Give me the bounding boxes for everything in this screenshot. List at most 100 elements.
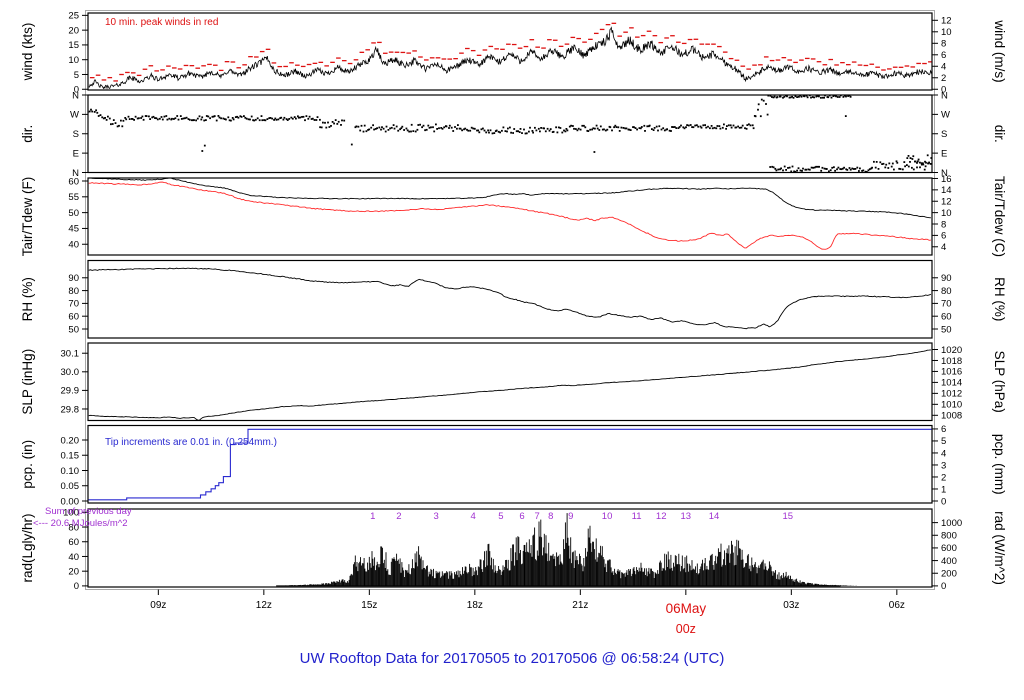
rad-right-tick: 1000 xyxy=(941,518,962,529)
slp-right-tick: 1018 xyxy=(941,356,962,367)
slp-right-tick: 1020 xyxy=(941,345,962,356)
tair-left-tick: 60 xyxy=(68,176,79,187)
dir-right-tick: N xyxy=(941,168,948,179)
pcp-left-tick: 0.05 xyxy=(61,481,80,492)
x-tick-date-label: 06May xyxy=(666,601,707,616)
rh-left-tick: 50 xyxy=(68,324,79,335)
slp-right-tick: 1014 xyxy=(941,378,962,389)
outer-frame xyxy=(85,10,935,590)
x-tick-label: 06z xyxy=(889,600,905,611)
rad-hour-sum-mark: 14 xyxy=(709,511,720,522)
axis-label-rh-left: RH (%) xyxy=(20,277,35,321)
axis-label-dir-right: dir. xyxy=(992,125,1007,143)
rh-left-tick: 80 xyxy=(68,286,79,297)
axis-label-slp-right: SLP (hPa) xyxy=(992,351,1007,413)
axis-label-rh-right: RH (%) xyxy=(992,277,1007,321)
dir-right-tick: W xyxy=(941,110,950,121)
tair-series xyxy=(88,178,931,250)
x-tick-label: 21z xyxy=(572,600,588,611)
axis-label-slp-left: SLP (inHg) xyxy=(20,349,35,415)
rad-hour-sum-mark: 6 xyxy=(519,511,524,522)
rh-series xyxy=(88,267,932,330)
pcp-right-tick: 3 xyxy=(941,460,946,471)
slp-series xyxy=(88,349,931,420)
wind-right-tick: 8 xyxy=(941,39,946,50)
wind-right-tick: 2 xyxy=(941,73,946,84)
slp-right-tick: 1012 xyxy=(941,389,962,400)
rad-right-tick: 400 xyxy=(941,556,957,567)
dir-left-tick: W xyxy=(70,110,79,121)
axis-label-pcp-left: pcp. (in) xyxy=(20,440,35,489)
rh-left-tick: 90 xyxy=(68,273,79,284)
dir-left-tick: N xyxy=(72,168,79,179)
rad-left-tick: 40 xyxy=(68,552,79,563)
pcp-right-tick: 4 xyxy=(941,448,946,459)
rh-right-tick: 70 xyxy=(941,299,952,310)
rad-hour-sum-mark: 5 xyxy=(498,511,503,522)
tair-right-tick: 14 xyxy=(941,185,952,196)
pcp-right-tick: 1 xyxy=(941,484,946,495)
rad-right-tick: 200 xyxy=(941,569,957,580)
pcp-left-tick: 0.15 xyxy=(61,451,80,462)
rh-right-tick: 60 xyxy=(941,311,952,322)
slp-panel: 29.8 29.9 30.0 30.1 100810101012101410161018… xyxy=(61,342,962,422)
x-tick-hour-label: 00z xyxy=(676,622,696,636)
tair-right-tick: 12 xyxy=(941,197,952,208)
x-tick-label: 18z xyxy=(467,600,483,611)
rh-left-tick: 70 xyxy=(68,299,79,310)
rad-left-tick: 80 xyxy=(68,522,79,533)
rad-hour-sum-mark: 11 xyxy=(632,511,642,522)
pcp-series xyxy=(88,428,932,501)
wind-right-tick: 6 xyxy=(941,50,946,61)
rad-right-tick: 0 xyxy=(941,581,946,592)
figure-title: UW Rooftop Data for 20170505 to 20170506… xyxy=(300,650,725,667)
axis-label-wind-left: wind (kts) xyxy=(20,23,35,82)
pcp-right-tick: 6 xyxy=(941,424,946,435)
rh-left-tick: 60 xyxy=(68,311,79,322)
wind-left-tick: 5 xyxy=(74,70,79,81)
rh-right-tick: 80 xyxy=(941,286,952,297)
slp-right-tick: 1008 xyxy=(941,411,962,422)
tair-left-tick: 50 xyxy=(68,208,79,219)
x-tick-label: 03z xyxy=(783,600,799,611)
wind-right-tick: 12 xyxy=(941,16,952,27)
rh-right-tick: 50 xyxy=(941,324,952,335)
wind-left-tick: 25 xyxy=(68,11,79,22)
wind-left-tick: 10 xyxy=(68,55,79,66)
x-tick-label: 09z xyxy=(150,600,166,611)
rad-hour-sum-mark: 15 xyxy=(783,511,794,522)
plot-layer: 0510152025024681012NESWNNESWN40455055604… xyxy=(61,10,962,636)
pcp-right-tick: 2 xyxy=(941,472,946,483)
axis-label-rad-right: rad (W/m^2) xyxy=(992,511,1007,585)
slp-right-tick: 1010 xyxy=(941,400,962,411)
dir-left-tick: E xyxy=(73,148,79,159)
rad-left-tick: 60 xyxy=(68,537,79,548)
dir-right-tick: E xyxy=(941,148,947,159)
rad-right-tick: 800 xyxy=(941,531,957,542)
rad-sum-annotation-line1: Sum of previous day xyxy=(45,506,132,517)
slp-left-tick: 30.0 xyxy=(61,367,80,378)
rad-hour-sum-mark: 3 xyxy=(433,511,438,522)
rad-series xyxy=(276,513,857,587)
tair-right-tick: 8 xyxy=(941,219,946,230)
rad-hour-sum-mark: 13 xyxy=(681,511,692,522)
axis-label-dir-left: dir. xyxy=(20,125,35,143)
dir-right-tick: S xyxy=(941,129,947,140)
slp-left-tick: 29.8 xyxy=(61,404,80,415)
wind-right-tick: 10 xyxy=(941,27,952,38)
pcp-right-tick: 0 xyxy=(941,496,946,507)
rad-hour-sum-mark: 10 xyxy=(602,511,613,522)
rad-right-tick: 600 xyxy=(941,543,957,554)
dir-scatter xyxy=(88,95,932,172)
rad-hour-sum-mark: 4 xyxy=(470,511,475,522)
tair-right-tick: 4 xyxy=(941,242,946,253)
wind-series xyxy=(88,22,932,90)
axis-label-pcp-right: pcp. (mm) xyxy=(992,434,1007,495)
axis-label-rad-left: rad(Lgly/hr) xyxy=(20,513,35,582)
